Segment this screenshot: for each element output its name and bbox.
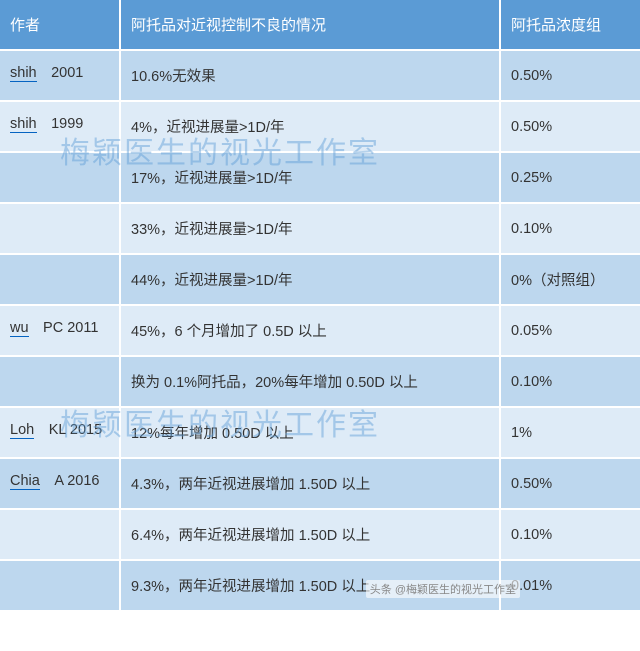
author-cell — [0, 356, 120, 407]
author-cell — [0, 254, 120, 305]
table-row: 6.4%，两年近视进展增加 1.50D 以上0.10% — [0, 509, 640, 560]
conc-cell: 0.10% — [500, 509, 640, 560]
desc-cell: 4.3%，两年近视进展增加 1.50D 以上 — [120, 458, 500, 509]
data-table: 作者 阿托品对近视控制不良的情况 阿托品浓度组 shih 200110.6%无效… — [0, 0, 640, 610]
author-name: shih — [10, 65, 37, 82]
author-cell — [0, 560, 120, 610]
desc-cell: 12%每年增加 0.50D 以上 — [120, 407, 500, 458]
author-year: PC 2011 — [43, 320, 98, 336]
author-name: Chia — [10, 473, 40, 490]
conc-cell: 0.10% — [500, 203, 640, 254]
author-cell: shih 2001 — [0, 50, 120, 101]
author-cell: wu PC 2011 — [0, 305, 120, 356]
conc-cell: 0.50% — [500, 101, 640, 152]
conc-cell: 0.25% — [500, 152, 640, 203]
author-cell — [0, 152, 120, 203]
author-cell: Loh KL 2015 — [0, 407, 120, 458]
author-year: KL 2015 — [49, 422, 102, 438]
author-cell: Chia A 2016 — [0, 458, 120, 509]
conc-cell: 0.10% — [500, 356, 640, 407]
header-row: 作者 阿托品对近视控制不良的情况 阿托品浓度组 — [0, 0, 640, 50]
conc-cell: 0.50% — [500, 50, 640, 101]
conc-cell: 0.01% — [500, 560, 640, 610]
header-conc: 阿托品浓度组 — [500, 0, 640, 50]
table-row: 换为 0.1%阿托品，20%每年增加 0.50D 以上0.10% — [0, 356, 640, 407]
desc-cell: 10.6%无效果 — [120, 50, 500, 101]
table-row: 44%，近视进展量>1D/年0%（对照组） — [0, 254, 640, 305]
desc-cell: 17%，近视进展量>1D/年 — [120, 152, 500, 203]
author-year: 2001 — [51, 65, 83, 81]
author-name: shih — [10, 116, 37, 133]
conc-cell: 1% — [500, 407, 640, 458]
table-row: shih 200110.6%无效果0.50% — [0, 50, 640, 101]
table-row: wu PC 201145%，6 个月增加了 0.5D 以上0.05% — [0, 305, 640, 356]
footer-attribution: 头条 @梅颖医生的视光工作室 — [366, 580, 520, 598]
header-author: 作者 — [0, 0, 120, 50]
table-row: Loh KL 201512%每年增加 0.50D 以上1% — [0, 407, 640, 458]
author-cell — [0, 203, 120, 254]
table-row: 9.3%，两年近视进展增加 1.50D 以上0.01% — [0, 560, 640, 610]
desc-cell: 45%，6 个月增加了 0.5D 以上 — [120, 305, 500, 356]
desc-cell: 换为 0.1%阿托品，20%每年增加 0.50D 以上 — [120, 356, 500, 407]
desc-cell: 4%，近视进展量>1D/年 — [120, 101, 500, 152]
desc-cell: 6.4%，两年近视进展增加 1.50D 以上 — [120, 509, 500, 560]
author-year: 1999 — [51, 116, 83, 132]
header-desc: 阿托品对近视控制不良的情况 — [120, 0, 500, 50]
table-row: Chia A 20164.3%，两年近视进展增加 1.50D 以上0.50% — [0, 458, 640, 509]
desc-cell: 44%，近视进展量>1D/年 — [120, 254, 500, 305]
author-name: Loh — [10, 422, 34, 439]
conc-cell: 0%（对照组） — [500, 254, 640, 305]
table-row: 17%，近视进展量>1D/年0.25% — [0, 152, 640, 203]
author-name: wu — [10, 320, 29, 337]
conc-cell: 0.50% — [500, 458, 640, 509]
author-cell — [0, 509, 120, 560]
table-row: 33%，近视进展量>1D/年0.10% — [0, 203, 640, 254]
author-year: A 2016 — [54, 473, 99, 489]
table-row: shih 19994%，近视进展量>1D/年0.50% — [0, 101, 640, 152]
author-cell: shih 1999 — [0, 101, 120, 152]
conc-cell: 0.05% — [500, 305, 640, 356]
desc-cell: 33%，近视进展量>1D/年 — [120, 203, 500, 254]
